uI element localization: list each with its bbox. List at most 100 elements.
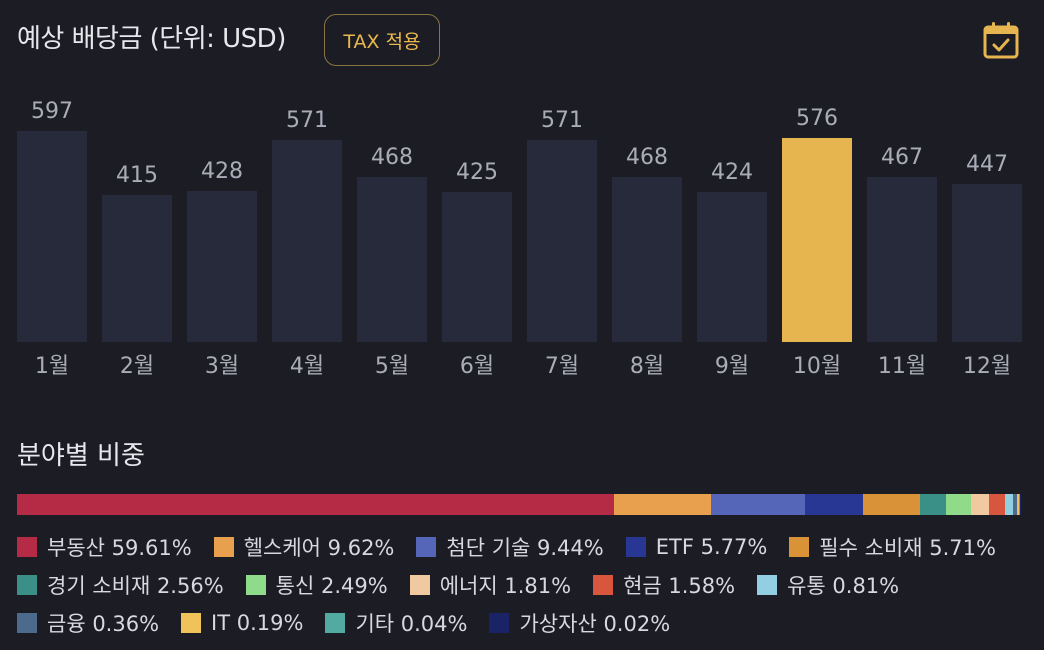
bar-9[interactable] bbox=[697, 192, 767, 342]
bar-10[interactable] bbox=[782, 138, 852, 342]
month-label: 12월 bbox=[962, 354, 1012, 379]
legend-swatch bbox=[593, 575, 614, 595]
bar-value-label: 597 bbox=[31, 99, 73, 124]
legend-item: 통신 2.49% bbox=[245, 570, 388, 600]
page-title: 예상 배당금 (단위: USD) bbox=[17, 24, 286, 54]
month-label: 11월 bbox=[877, 354, 927, 379]
tax-apply-button[interactable]: TAX 적용 bbox=[324, 14, 440, 66]
sector-segment bbox=[946, 494, 972, 515]
bar-value-label: 424 bbox=[711, 160, 753, 186]
sector-segment bbox=[1019, 494, 1021, 515]
legend-swatch bbox=[489, 613, 510, 633]
legend-label: 에너지 1.81% bbox=[439, 574, 572, 598]
legend-label: 기타 0.04% bbox=[355, 612, 468, 636]
month-label: 9월 bbox=[714, 354, 750, 379]
legend-swatch bbox=[789, 537, 810, 557]
legend-item: 첨단 기술 9.44% bbox=[416, 532, 604, 562]
legend-swatch bbox=[17, 575, 37, 595]
sector-segment bbox=[971, 494, 990, 515]
bar-value-label: 415 bbox=[116, 163, 158, 189]
legend-swatch bbox=[325, 613, 346, 633]
legend-label: 유통 0.81% bbox=[787, 574, 900, 598]
bar-value-label: 447 bbox=[966, 152, 1008, 177]
legend-item: 부동산 59.61% bbox=[17, 532, 192, 562]
sector-segment bbox=[1004, 494, 1014, 515]
sector-segment bbox=[614, 494, 711, 515]
legend-swatch bbox=[17, 613, 37, 633]
legend-item: 필수 소비재 5.71% bbox=[789, 532, 996, 562]
legend-label: 첨단 기술 9.44% bbox=[446, 536, 604, 560]
legend-label: IT 0.19% bbox=[211, 611, 304, 635]
legend-label: 통신 2.49% bbox=[275, 574, 388, 598]
legend-label: 경기 소비재 2.56% bbox=[47, 574, 224, 598]
bar-value-label: 468 bbox=[371, 144, 413, 170]
sector-segment bbox=[1018, 494, 1020, 515]
legend-item: 현금 1.58% bbox=[593, 570, 735, 600]
sector-segment bbox=[1016, 494, 1019, 515]
legend-item: 기타 0.04% bbox=[325, 608, 467, 638]
sector-section-title: 분야별 비중 bbox=[17, 441, 145, 471]
legend-item: 금융 0.36% bbox=[17, 608, 159, 638]
bar-2[interactable] bbox=[102, 195, 172, 342]
legend-swatch bbox=[245, 575, 266, 595]
bar-4[interactable] bbox=[272, 140, 342, 342]
sector-segment bbox=[989, 494, 1005, 515]
legend-item: ETF 5.77% bbox=[625, 535, 768, 559]
month-label: 6월 bbox=[459, 354, 495, 379]
legend-label: 가상자산 0.02% bbox=[519, 612, 671, 636]
legend-swatch bbox=[213, 537, 234, 557]
legend-label: 금융 0.36% bbox=[47, 612, 160, 636]
legend-row: 금융 0.36% IT 0.19% 기타 0.04% 가상자산 0.02% bbox=[17, 604, 1027, 642]
legend-label: ETF 5.77% bbox=[655, 535, 768, 559]
legend-row: 부동산 59.61% 헬스케어 9.62% 첨단 기술 9.44% ETF 5.77%… bbox=[17, 528, 1027, 566]
bar-value-label: 576 bbox=[796, 106, 838, 132]
bar-12[interactable] bbox=[952, 184, 1022, 342]
bar-value-label: 468 bbox=[626, 144, 668, 170]
month-label: 10월 bbox=[792, 354, 842, 379]
sector-segment bbox=[863, 494, 921, 515]
sector-segment bbox=[17, 494, 615, 515]
bar-11[interactable] bbox=[867, 176, 937, 342]
bar-value-label: 428 bbox=[201, 158, 243, 184]
legend-label: 현금 1.58% bbox=[623, 574, 736, 598]
legend-swatch bbox=[409, 575, 430, 595]
legend-swatch bbox=[17, 537, 37, 557]
sector-legend: 부동산 59.61% 헬스케어 9.62% 첨단 기술 9.44% ETF 5.77%… bbox=[17, 528, 1027, 642]
legend-label: 필수 소비재 5.71% bbox=[819, 536, 996, 560]
month-label: 4월 bbox=[289, 354, 325, 379]
bar-7[interactable] bbox=[527, 140, 597, 342]
legend-label: 부동산 59.61% bbox=[47, 536, 192, 560]
bar-3[interactable] bbox=[187, 190, 257, 342]
legend-item: 헬스케어 9.62% bbox=[213, 532, 395, 562]
month-label: 1월 bbox=[34, 354, 70, 379]
bar-5[interactable] bbox=[357, 176, 427, 342]
bar-1[interactable] bbox=[17, 131, 87, 342]
bar-value-label: 571 bbox=[541, 108, 583, 134]
sector-segment bbox=[805, 494, 864, 515]
sector-segment bbox=[710, 494, 806, 515]
bar-value-label: 467 bbox=[881, 144, 923, 170]
month-label: 5월 bbox=[374, 354, 410, 379]
legend-item: 유통 0.81% bbox=[757, 570, 899, 600]
month-label: 3월 bbox=[204, 354, 240, 379]
bar-6[interactable] bbox=[442, 191, 512, 342]
month-label: 7월 bbox=[544, 354, 580, 379]
month-label: 2월 bbox=[119, 354, 155, 379]
legend-item: IT 0.19% bbox=[181, 611, 303, 635]
legend-label: 헬스케어 9.62% bbox=[243, 536, 395, 560]
bar-value-label: 571 bbox=[286, 108, 328, 134]
bar-value-label: 425 bbox=[456, 159, 498, 185]
month-label: 8월 bbox=[629, 354, 665, 379]
legend-swatch bbox=[416, 537, 437, 557]
sector-segment bbox=[1013, 494, 1017, 515]
legend-swatch bbox=[625, 537, 646, 557]
sector-segment bbox=[920, 494, 947, 515]
legend-item: 가상자산 0.02% bbox=[489, 608, 670, 638]
calendar-check-icon[interactable] bbox=[982, 20, 1020, 60]
monthly-dividend-chart: 597 1월 415 2월 428 3월 571 4월 468 5월 425 6월 571 7월 468 8월… bbox=[17, 99, 1022, 379]
legend-item: 경기 소비재 2.56% bbox=[17, 570, 224, 600]
bar-8[interactable] bbox=[612, 176, 682, 342]
legend-item: 에너지 1.81% bbox=[409, 570, 572, 600]
legend-swatch bbox=[757, 575, 778, 595]
legend-swatch bbox=[181, 613, 202, 633]
